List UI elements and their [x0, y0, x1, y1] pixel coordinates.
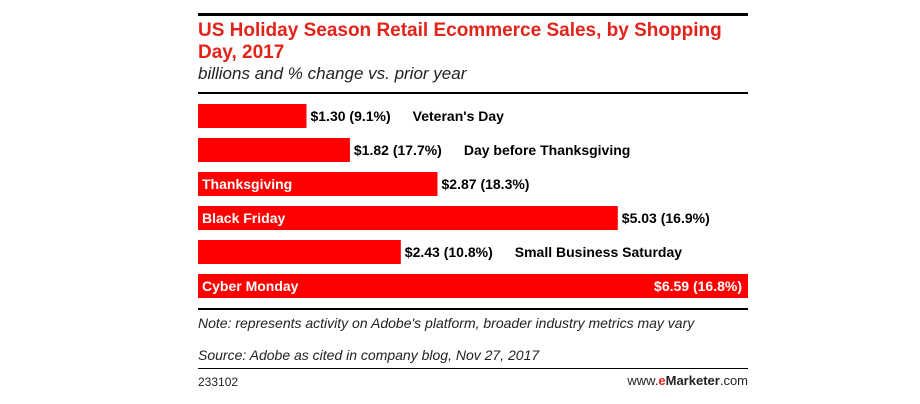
value-label: $5.03 (16.9%)	[622, 210, 710, 226]
bar-day-before-thanksgiving	[198, 138, 350, 162]
bar-cyber-monday	[198, 274, 748, 298]
value-label: $2.43 (10.8%)	[405, 244, 493, 260]
category-label: Small Business Saturday	[515, 244, 683, 260]
brand-suffix: .com	[719, 373, 748, 388]
value-label: $1.82 (17.7%)	[354, 142, 442, 158]
chart-bottom-rule	[198, 308, 748, 310]
chart-note: Note: represents activity on Adobe's pla…	[198, 315, 695, 331]
bar-thanksgiving	[198, 172, 438, 196]
value-label: $2.87 (18.3%)	[442, 176, 530, 192]
chart-title: US Holiday Season Retail Ecommerce Sales…	[198, 20, 722, 63]
bar-chart: $1.30 (9.1%) Veteran's Day $1.82 (17.7%) Da…	[198, 104, 748, 298]
chart-id: 233102	[198, 375, 239, 389]
brand-logo: www.eMarketer.com	[627, 373, 748, 388]
chart-source: Source: Adobe as cited in company blog, …	[198, 347, 540, 363]
brand-prefix: www.	[627, 373, 659, 388]
footer-rule	[198, 368, 748, 369]
chart-frame: US Holiday Season Retail Ecommerce Sales…	[198, 0, 748, 404]
top-rule	[198, 13, 748, 16]
bar-small-business-saturday	[198, 240, 401, 264]
chart-subtitle: billions and % change vs. prior year	[198, 64, 467, 83]
value-label: $6.59 (16.8%)	[654, 278, 742, 294]
bar-veteran-s-day	[198, 104, 307, 128]
value-label: $1.30 (9.1%)	[310, 108, 390, 124]
brand-e: e	[658, 373, 666, 388]
header-rule	[198, 92, 748, 94]
category-label: Veteran's Day	[413, 108, 504, 124]
category-label: Black Friday	[202, 210, 285, 226]
bar-black-friday	[198, 206, 618, 230]
category-label: Thanksgiving	[202, 176, 292, 192]
brand-name: Marketer	[665, 373, 720, 388]
category-label: Cyber Monday	[202, 278, 299, 294]
category-label: Day before Thanksgiving	[464, 142, 630, 158]
